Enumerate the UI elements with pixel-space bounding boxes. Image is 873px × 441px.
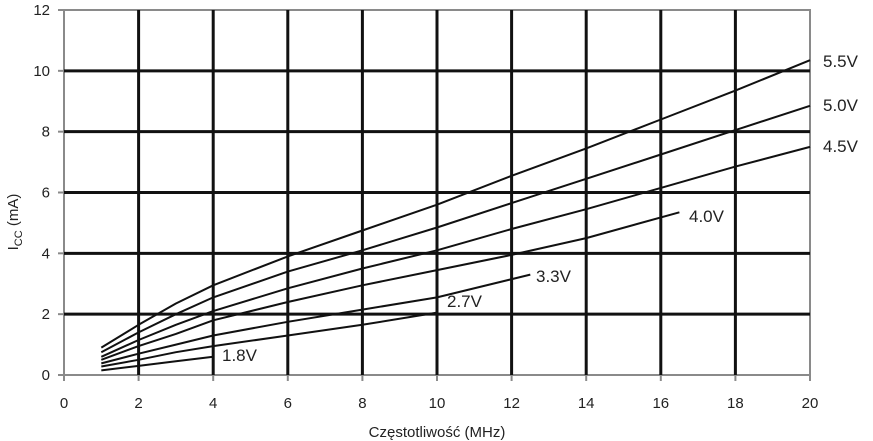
x-tick-label: 16 [652,395,669,412]
series-line-4.5V [100,145,811,358]
x-axis-label: Częstotliwość (MHz) [369,424,506,441]
series-label-4.0V: 4.0V [689,207,725,226]
series-lines [100,59,811,372]
y-tick-label: 4 [42,245,50,262]
series-line-5.5V [100,59,811,349]
y-axis-label-main: I [5,246,22,250]
x-tick-label: 10 [429,395,446,412]
series-label-5.5V: 5.5V [823,52,859,71]
y-tick-label: 6 [42,185,50,202]
x-tick-label: 12 [503,395,520,412]
x-tick-label: 14 [578,395,595,412]
series-line-4.0V [100,211,680,361]
y-tick-label: 10 [33,63,50,80]
series-labels: 5.5V 5.0V 4.5V 4.0V 3.3V 2.7V 1.8V [222,52,859,365]
series-line-3.3V [101,273,531,365]
x-tick-label: 20 [802,395,819,412]
y-axis-label-sub: CC [13,230,25,246]
tick-labels: 0 2 4 6 8 10 12 14 16 18 20 0 2 4 6 8 10 12 [33,2,818,412]
x-tick-label: 6 [284,395,292,412]
series-label-2.7V: 2.7V [447,292,483,311]
x-tick-label: 0 [60,395,68,412]
y-tick-label: 2 [42,306,50,323]
series-line-2.7V [101,311,438,368]
x-tick-label: 2 [134,395,142,412]
series-label-3.3V: 3.3V [536,267,572,286]
series-line-5.0V [100,104,811,354]
grid [63,9,811,376]
series-label-5.0V: 5.0V [823,96,859,115]
y-tick-label: 8 [42,124,50,141]
y-axis-label-rest: (mA) [5,194,22,231]
x-tick-label: 4 [209,395,217,412]
series-line-1.8V [101,355,214,372]
x-tick-label: 8 [358,395,366,412]
y-tick-label: 0 [42,367,50,384]
y-tick-label: 12 [33,2,50,19]
series-label-4.5V: 4.5V [823,137,859,156]
series-label-1.8V: 1.8V [222,346,258,365]
y-axis-label: ICC (mA) [5,194,25,251]
x-tick-label: 18 [727,395,744,412]
